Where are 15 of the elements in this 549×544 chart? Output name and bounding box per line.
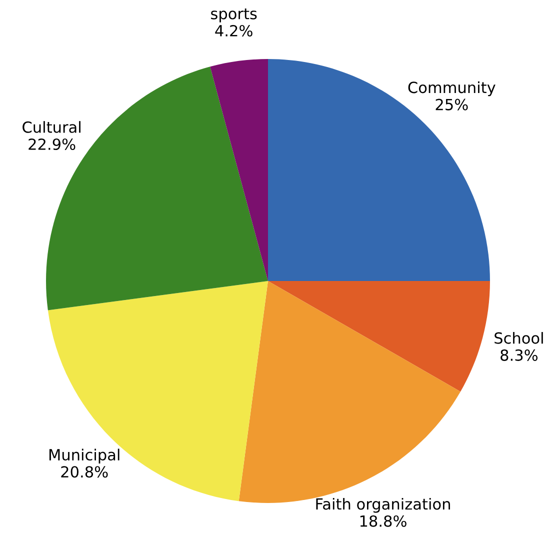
data-label: 4.2%	[215, 24, 252, 37]
data-label: 18.8%	[360, 515, 406, 527]
slice-label: sports	[211, 8, 257, 22]
data-label: 20.8%	[61, 466, 108, 478]
pie-slice	[268, 281, 490, 392]
slice-label: Municipal	[49, 448, 120, 464]
slice-label: Community	[408, 81, 496, 96]
data-label: 22.9%	[28, 138, 76, 150]
data-label: 25%	[436, 98, 468, 110]
pie-slice	[210, 59, 268, 281]
slice-label: Cultural	[22, 121, 80, 133]
slice-label: School	[494, 332, 543, 344]
data-label: 8.3%	[500, 349, 538, 361]
slice-label: Faith organization	[316, 498, 450, 513]
pie-slice	[48, 281, 268, 502]
